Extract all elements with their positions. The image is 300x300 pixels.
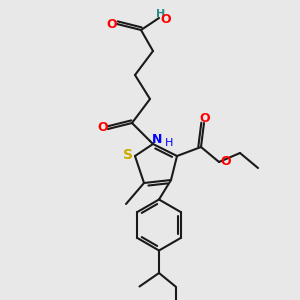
Text: O: O [199, 112, 210, 125]
Text: O: O [106, 17, 117, 31]
Text: H: H [156, 9, 165, 20]
Text: O: O [97, 121, 108, 134]
Text: O: O [220, 155, 231, 168]
Text: O: O [160, 13, 171, 26]
Text: H: H [164, 137, 173, 148]
Text: S: S [123, 148, 134, 162]
Text: N: N [152, 133, 162, 146]
